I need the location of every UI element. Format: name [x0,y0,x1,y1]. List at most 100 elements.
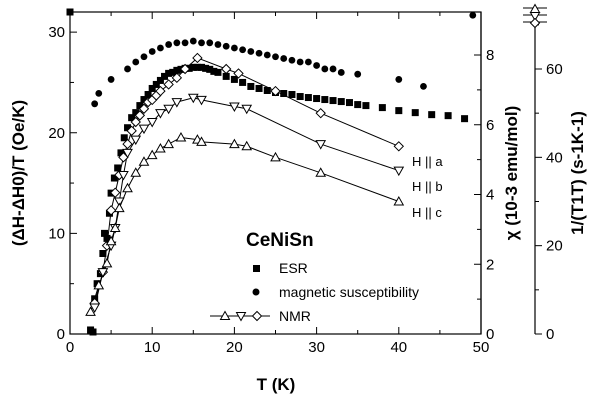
data-point-triangle [113,202,125,213]
data-point-circle [239,46,247,54]
mid-tick-label: 2 [486,256,494,273]
data-point-triangle [93,279,105,290]
data-point-circle [263,51,271,59]
data-point-nabla [315,140,327,150]
left-axis-title: (ΔH-ΔH0)/T (Oe/K) [9,100,28,246]
top-right-nabla-icon [529,12,541,22]
x-tick-label: 10 [144,339,161,356]
data-point-square [230,75,238,83]
data-point-triangle [138,156,150,166]
data-point-diamond [105,205,117,216]
data-point-square [89,328,97,336]
series-label-b: H || b [412,179,443,194]
right-tick-label: 60 [546,61,563,78]
top-right-diamond-icon [529,17,541,29]
data-point-square [296,93,304,101]
data-point-square [132,109,140,117]
data-point-square [101,229,109,237]
data-point-circle [91,100,99,108]
data-point-square [411,109,419,117]
data-point-circle [304,58,312,66]
data-point-circle [272,53,279,61]
data-point-square [345,99,353,107]
data-point-diamond [220,63,232,75]
data-point-square [321,96,329,104]
data-point-square [117,149,125,157]
right-tick-label: 0 [546,326,554,343]
data-point-square [222,72,230,80]
legend-triangle-icon [219,310,231,320]
left-tick-label: 10 [48,225,65,242]
legend-label-susceptibility: magnetic susceptibility [279,284,419,300]
data-point-diamond [171,72,183,84]
data-point-circle [247,48,255,55]
data-point-square [189,63,197,71]
data-point-square [378,104,386,112]
plot-frame [69,11,482,335]
left-tick-label: 20 [48,125,65,142]
data-point-square [214,68,222,76]
legend: ESR magnetic susceptibility NMR [210,260,419,324]
data-point-nabla [171,98,183,108]
data-point-diamond [122,138,133,150]
data-point-circle [107,76,115,83]
data-point-circle [354,70,362,78]
data-point-diamond [192,52,203,64]
data-point-square [444,112,452,120]
mid-tick-label: 8 [486,47,494,64]
series-label-a: H || a [412,154,443,169]
data-point-square [239,78,247,86]
data-point-nabla [187,93,199,104]
data-point-circle [189,37,197,45]
data-point-circle [288,56,296,64]
data-point-circle [214,41,222,48]
top-right-markers [523,3,547,29]
data-point-square [206,65,214,73]
right-tick-label: 40 [546,149,563,166]
data-point-triangle [146,149,158,160]
data-point-triangle [163,138,174,149]
nmr-axis-title: 1/(T1T) (s-1K-1) [568,111,587,235]
series-line-diamond [94,57,399,304]
data-point-circle [124,65,131,73]
data-point-circle [313,62,320,69]
data-point-square [193,63,201,71]
data-point-circle [296,58,304,66]
data-point-circle [280,55,288,62]
data-point-circle [420,82,427,90]
data-point-circle [395,76,403,83]
legend-markers-nmr [219,310,263,322]
data-point-circle [231,44,238,52]
data-point-square [165,69,173,77]
data-point-nabla [138,124,150,135]
data-point-circle [255,49,263,57]
data-point-square [148,84,156,92]
data-point-circle [321,65,329,73]
data-point-nabla [163,104,174,115]
data-point-diamond [163,79,174,90]
data-point-nabla [229,102,240,113]
data-point-circle [148,48,156,55]
data-point-nabla [196,95,207,106]
data-point-square [136,102,144,110]
data-point-square [313,95,321,103]
data-point-circle [206,39,214,47]
data-point-square [169,68,177,76]
data-point-diamond [233,68,244,79]
data-point-triangle [393,195,405,206]
marks-layer [66,8,477,336]
data-point-nabla [97,268,109,278]
data-point-square [247,82,255,90]
susceptibility-axis-title: χ (10-3 emu/mol) [502,106,521,240]
data-point-circle [140,53,148,61]
data-point-square [255,84,263,92]
legend-label-nmr: NMR [279,308,311,324]
data-point-diamond [138,103,150,114]
data-point-square [362,102,370,110]
data-point-nabla [130,135,142,146]
data-point-square [354,101,362,109]
data-point-square [337,98,345,106]
data-point-diamond [130,116,141,128]
